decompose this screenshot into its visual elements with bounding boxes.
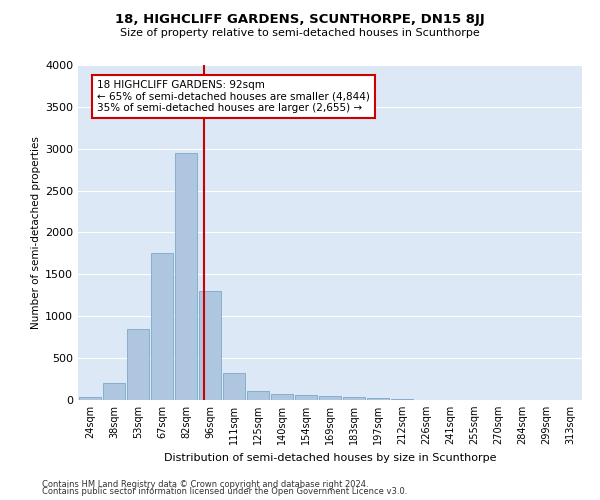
Bar: [391, 399, 413, 400]
Bar: [367, 398, 389, 400]
Bar: [247, 391, 269, 400]
Bar: [151, 254, 173, 400]
Bar: [199, 291, 221, 400]
Bar: [223, 373, 245, 400]
Bar: [271, 394, 293, 400]
Bar: [343, 396, 365, 400]
Bar: [103, 383, 125, 400]
Text: Contains HM Land Registry data © Crown copyright and database right 2024.: Contains HM Land Registry data © Crown c…: [42, 480, 368, 489]
Y-axis label: Number of semi-detached properties: Number of semi-detached properties: [31, 136, 41, 329]
Bar: [127, 329, 149, 400]
Text: Contains public sector information licensed under the Open Government Licence v3: Contains public sector information licen…: [42, 487, 407, 496]
Bar: [295, 395, 317, 400]
Text: 18 HIGHCLIFF GARDENS: 92sqm
← 65% of semi-detached houses are smaller (4,844)
35: 18 HIGHCLIFF GARDENS: 92sqm ← 65% of sem…: [97, 80, 370, 114]
Bar: [175, 153, 197, 400]
Bar: [319, 396, 341, 400]
Text: 18, HIGHCLIFF GARDENS, SCUNTHORPE, DN15 8JJ: 18, HIGHCLIFF GARDENS, SCUNTHORPE, DN15 …: [115, 12, 485, 26]
X-axis label: Distribution of semi-detached houses by size in Scunthorpe: Distribution of semi-detached houses by …: [164, 452, 496, 462]
Text: Size of property relative to semi-detached houses in Scunthorpe: Size of property relative to semi-detach…: [120, 28, 480, 38]
Bar: [79, 398, 101, 400]
